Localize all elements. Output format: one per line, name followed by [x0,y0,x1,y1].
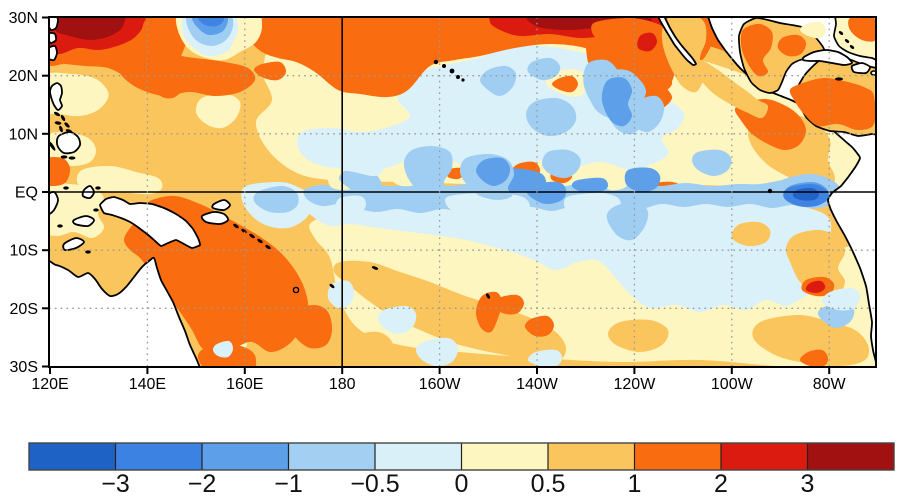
svg-text:140W: 140W [516,376,559,393]
svg-text:3: 3 [801,470,815,498]
svg-text:−0.5: −0.5 [350,470,399,498]
svg-text:−1: −1 [274,470,303,498]
svg-text:0: 0 [455,470,469,498]
svg-text:20S: 20S [10,301,38,318]
svg-text:0.5: 0.5 [531,470,566,498]
svg-text:100W: 100W [711,376,754,393]
svg-text:180: 180 [329,376,356,393]
svg-text:−3: −3 [101,470,130,498]
svg-text:EQ: EQ [15,185,38,202]
svg-text:120E: 120E [31,376,68,393]
svg-text:160W: 160W [419,376,462,393]
svg-text:160E: 160E [226,376,263,393]
svg-text:−2: −2 [188,470,217,498]
svg-text:10N: 10N [9,126,38,143]
svg-text:140E: 140E [129,376,166,393]
svg-text:120W: 120W [614,376,657,393]
svg-text:30S: 30S [10,359,38,376]
svg-text:80W: 80W [813,376,847,393]
svg-text:10S: 10S [10,243,38,260]
svg-text:30N: 30N [9,10,38,27]
svg-text:2: 2 [714,470,728,498]
svg-text:20N: 20N [9,68,38,85]
svg-text:1: 1 [628,470,642,498]
